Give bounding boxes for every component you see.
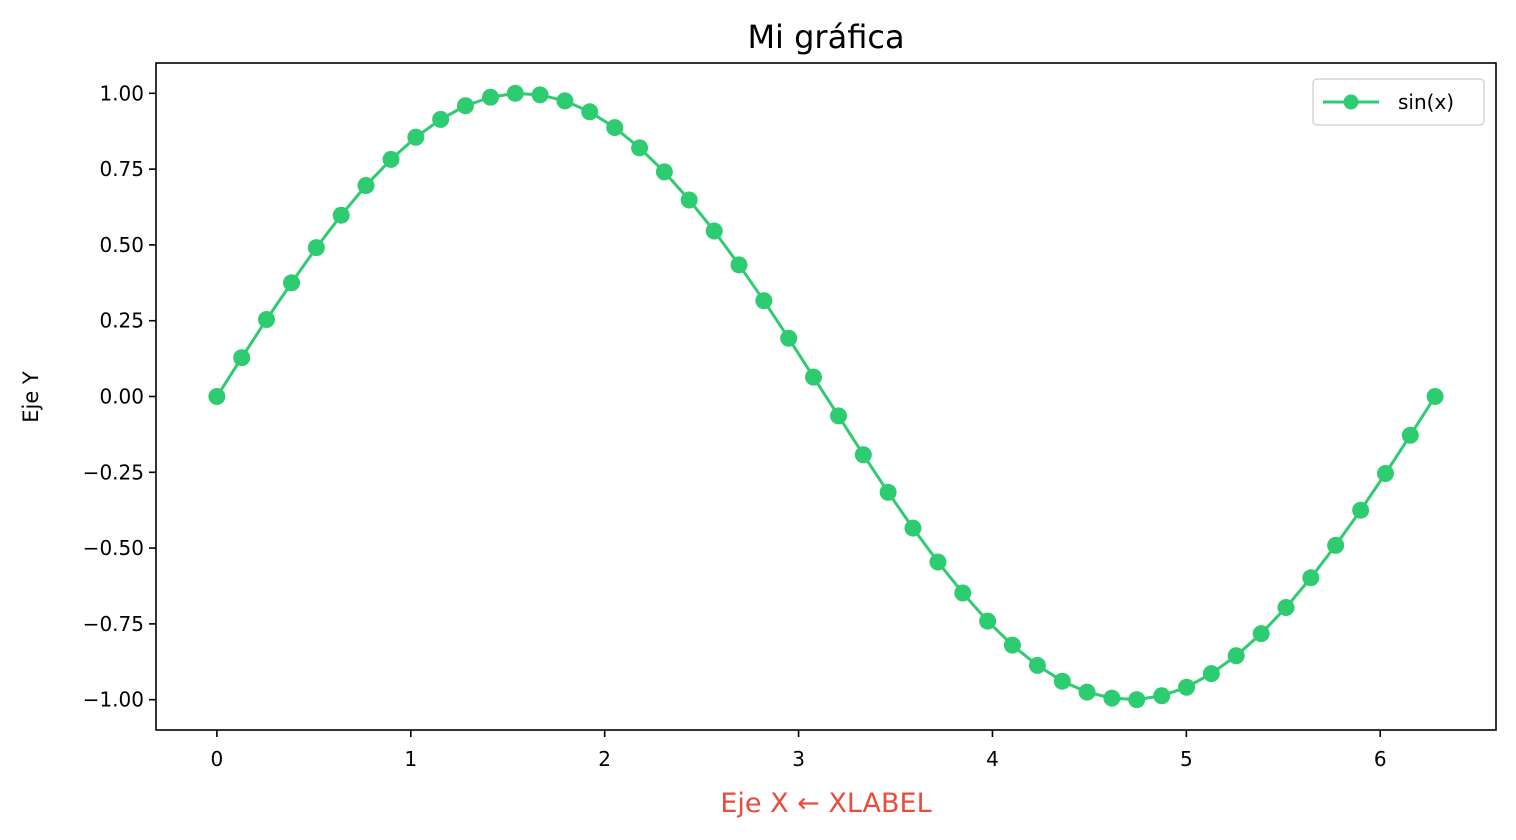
data-point: [531, 86, 549, 104]
data-point: [979, 612, 997, 630]
y-tick-label: 0.00: [99, 385, 144, 409]
data-point: [432, 110, 450, 128]
y-tick-label: 1.00: [99, 81, 144, 105]
data-point: [283, 274, 301, 292]
data-point: [581, 103, 599, 121]
data-point: [1028, 656, 1046, 674]
x-tick-label: 6: [1374, 747, 1387, 771]
data-point: [1426, 388, 1444, 405]
y-tick-label: 0.25: [99, 309, 144, 333]
y-axis-label: Eje Y: [19, 371, 43, 423]
data-point: [307, 239, 325, 257]
data-point: [1376, 465, 1394, 483]
series-line-sin: [215, 91, 1437, 702]
x-tick-label: 0: [211, 747, 224, 771]
x-tick-label: 5: [1180, 747, 1193, 771]
y-tick-label: −0.25: [83, 460, 144, 484]
data-point: [780, 329, 798, 347]
data-point: [606, 119, 624, 137]
data-point: [332, 206, 350, 224]
data-point: [1153, 687, 1171, 705]
data-point: [1103, 689, 1121, 707]
data-point: [705, 222, 723, 240]
data-point: [1252, 625, 1270, 643]
data-point: [1178, 678, 1196, 696]
data-point: [879, 483, 897, 501]
data-point: [556, 92, 574, 110]
data-point: [481, 88, 499, 106]
data-point: [407, 128, 425, 146]
x-tick-label: 3: [792, 747, 805, 771]
x-axis: 0 1 2 3 4 5 6: [211, 730, 1387, 771]
data-point: [208, 388, 226, 405]
x-tick-label: 4: [986, 747, 999, 771]
data-point: [830, 407, 848, 425]
legend-marker-sample: [1343, 94, 1359, 110]
data-point: [382, 150, 400, 168]
data-point: [680, 191, 698, 209]
data-point: [1128, 691, 1146, 709]
data-point: [804, 368, 822, 386]
series-layer: [208, 84, 1444, 709]
data-point: [1327, 536, 1345, 554]
y-tick-label: −0.75: [83, 612, 144, 636]
y-tick-label: 0.75: [99, 157, 144, 181]
data-point: [954, 584, 972, 602]
x-axis-label: Eje X ← XLABEL: [720, 788, 931, 819]
data-point: [233, 349, 251, 367]
legend: sin(x): [1312, 78, 1485, 126]
chart-title: Mi gráfica: [747, 18, 904, 56]
data-point: [1401, 426, 1419, 444]
data-point: [655, 163, 673, 181]
y-tick-label: −1.00: [83, 688, 144, 712]
data-point: [631, 139, 649, 157]
data-point: [1302, 569, 1320, 587]
data-point: [1227, 647, 1245, 665]
y-axis: 1.00 0.75 0.50 0.25 0.00 −0.25 −0.50 −0.75 −1.00: [83, 81, 156, 712]
data-point: [1277, 599, 1295, 617]
data-point: [357, 176, 375, 194]
data-point: [258, 310, 276, 328]
data-point: [1003, 636, 1021, 654]
data-point: [854, 446, 872, 464]
data-point: [929, 553, 947, 571]
data-point: [1202, 665, 1220, 683]
data-point: [1053, 672, 1071, 690]
data-point: [904, 519, 922, 537]
y-tick-label: −0.50: [83, 536, 144, 560]
data-point: [755, 292, 773, 310]
data-point: [456, 97, 474, 115]
data-point: [506, 84, 524, 102]
legend-box: [1312, 78, 1485, 126]
x-tick-label: 1: [404, 747, 417, 771]
y-tick-label: 0.50: [99, 233, 144, 257]
legend-label: sin(x): [1398, 90, 1454, 114]
x-tick-label: 2: [598, 747, 611, 771]
data-point: [730, 256, 748, 274]
data-point: [1078, 683, 1096, 701]
data-point: [1352, 501, 1370, 519]
